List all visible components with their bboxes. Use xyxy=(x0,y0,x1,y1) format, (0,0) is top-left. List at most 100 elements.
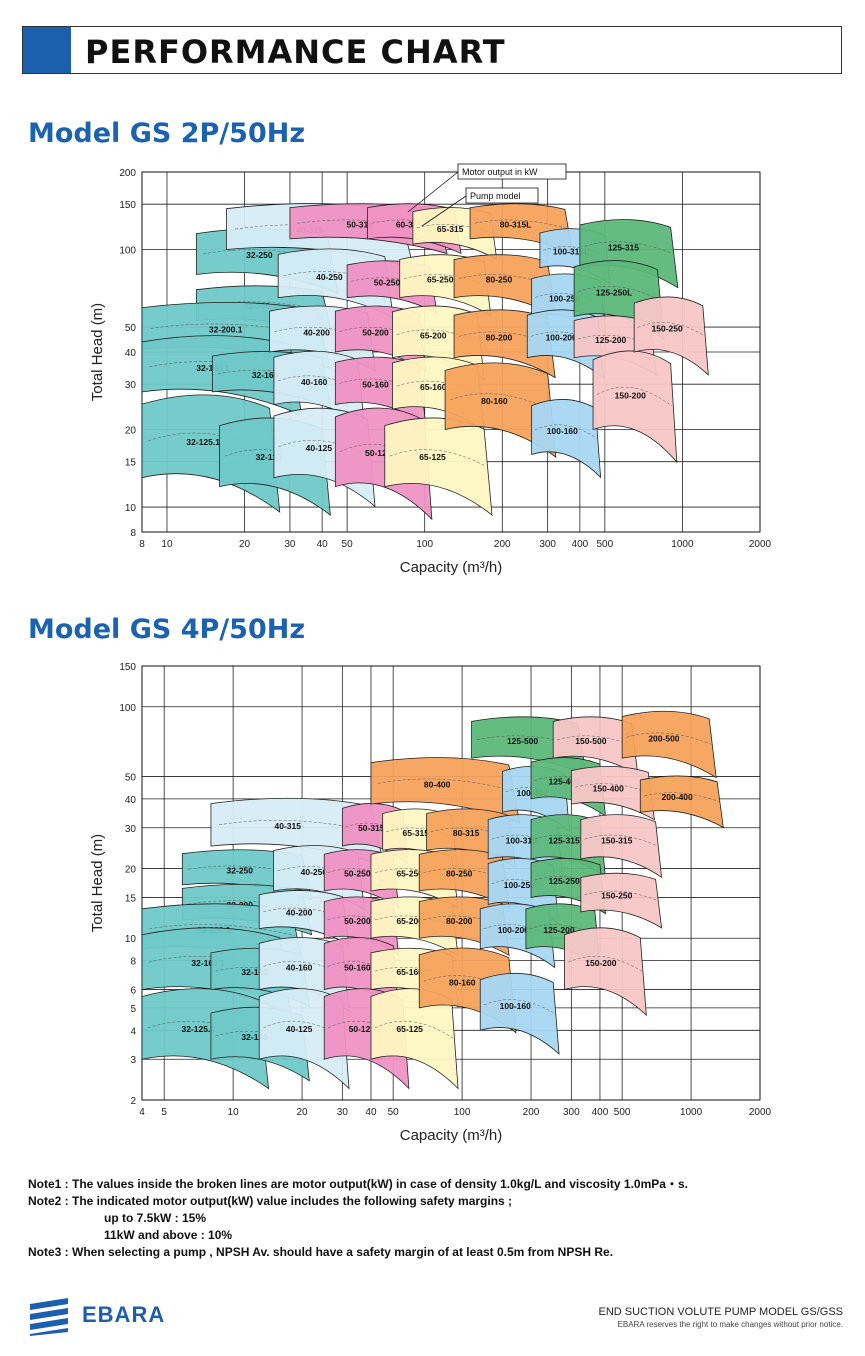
footer: END SUCTION VOLUTE PUMP MODEL GS/GSS EBA… xyxy=(599,1306,844,1329)
motor-output-curve xyxy=(147,1020,262,1039)
y-tick-label: 10 xyxy=(125,503,137,514)
y-tick-label: 30 xyxy=(125,824,137,835)
model-label-65-125: 65-125 xyxy=(419,452,446,462)
x-tick-label: 100 xyxy=(454,1107,471,1118)
y-tick-label: 4 xyxy=(130,1026,136,1037)
model-label-80-315: 80-315 xyxy=(453,828,480,838)
x-tick-label: 50 xyxy=(388,1107,400,1118)
callout-leader xyxy=(407,171,459,213)
model-label-40-200: 40-200 xyxy=(303,328,330,338)
model-label-32-250: 32-250 xyxy=(227,865,254,875)
model-label-50-315: 50-315 xyxy=(358,823,385,833)
region-200-500 xyxy=(621,710,717,779)
model-label-80-400: 80-400 xyxy=(424,779,451,789)
motor-output-curve xyxy=(423,868,505,879)
pump-regions: 32-25032-20032-200.132-160.132-16032-125… xyxy=(142,710,724,1090)
model-label-50-250: 50-250 xyxy=(344,869,371,879)
model-label-80-160: 80-160 xyxy=(481,396,508,406)
x-axis-label: Capacity (m³/h) xyxy=(400,1127,503,1144)
motor-output-curve xyxy=(149,924,295,936)
model-label-80-315L: 80-315L xyxy=(500,219,532,229)
y-tick-label: 50 xyxy=(125,772,137,783)
model-label-40-125: 40-125 xyxy=(306,443,333,453)
y-tick-label: 100 xyxy=(119,703,136,714)
motor-output-curve xyxy=(568,956,642,972)
model-label-50-200: 50-200 xyxy=(362,328,389,338)
model-label-125-250L: 125-250L xyxy=(596,288,632,298)
x-tick-label: 2000 xyxy=(749,1107,772,1118)
model-label-32-250: 32-250 xyxy=(246,250,273,260)
motor-output-curve xyxy=(188,900,305,910)
motor-output-curve xyxy=(389,449,487,467)
motor-output-curve xyxy=(596,386,673,407)
page-title: PERFORMANCE CHART xyxy=(85,33,506,71)
y-tick-label: 5 xyxy=(130,1004,136,1015)
region-150-250 xyxy=(580,872,663,929)
footer-line-1: END SUCTION VOLUTE PUMP MODEL GS/GSS xyxy=(598,1306,844,1318)
model-label-40-250: 40-250 xyxy=(316,272,343,282)
model-label-40-160: 40-160 xyxy=(301,377,328,387)
motor-output-curve xyxy=(283,271,387,284)
motor-output-curve xyxy=(277,866,360,878)
motor-output-curve xyxy=(584,241,673,254)
model-label-100-200: 100-200 xyxy=(498,925,529,935)
model-label-32-125: 32-125 xyxy=(241,1032,268,1042)
note-2-margin-a: up to 7.5kW : 15% xyxy=(104,1211,207,1225)
note-3: Note3 : When selecting a pump , NPSH Av.… xyxy=(28,1245,614,1259)
motor-output-curve xyxy=(578,286,660,301)
region-150-250 xyxy=(633,296,709,376)
model-label-100-160: 100-160 xyxy=(500,1001,531,1011)
x-tick-label: 30 xyxy=(284,539,296,550)
model-label-65-250: 65-250 xyxy=(396,869,423,879)
motor-output-curve xyxy=(263,961,345,975)
y-tick-label: 40 xyxy=(125,795,137,806)
motor-output-curve xyxy=(188,865,305,875)
model-label-100-250: 100-250 xyxy=(549,294,580,304)
x-tick-label: 10 xyxy=(228,1107,240,1118)
motor-output-curve xyxy=(557,735,634,747)
x-tick-label: 1000 xyxy=(680,1107,703,1118)
model-label-65-315: 65-315 xyxy=(437,224,464,234)
model-label-50-160: 50-160 xyxy=(362,379,389,389)
motor-output-curve xyxy=(491,879,555,891)
page-header: PERFORMANCE CHART xyxy=(22,26,842,74)
model-label-80-250: 80-250 xyxy=(486,275,513,285)
callout-label: Motor output in kW xyxy=(462,167,538,177)
chart-gs-2p: 32-25032-20032-200.132-160.132-16032-125… xyxy=(89,163,772,576)
x-tick-label: 1000 xyxy=(671,539,694,550)
model-label-50-160: 50-160 xyxy=(344,962,371,972)
model-label-65-200: 65-200 xyxy=(420,331,447,341)
callout-box xyxy=(457,163,567,180)
model-label-60-315: 60-315 xyxy=(396,219,423,229)
y-axis-label: Total Head (m) xyxy=(89,303,106,401)
model-label-150-250: 150-250 xyxy=(601,891,632,901)
header-accent-block xyxy=(23,27,71,73)
logo-text: EBARA xyxy=(82,1302,165,1327)
model-label-80-160: 80-160 xyxy=(449,977,476,987)
model-label-40-160: 40-160 xyxy=(286,962,313,972)
motor-output-curve xyxy=(374,1020,454,1039)
motor-output-curve xyxy=(423,915,505,927)
model-label-125-500: 125-500 xyxy=(507,736,538,746)
x-tick-label: 40 xyxy=(317,539,329,550)
y-tick-label: 8 xyxy=(130,528,136,539)
motor-output-curve xyxy=(423,975,511,991)
y-tick-label: 8 xyxy=(130,957,136,968)
x-tick-label: 2000 xyxy=(749,539,772,550)
x-axis-label: Capacity (m³/h) xyxy=(400,559,503,576)
x-tick-label: 200 xyxy=(523,1107,540,1118)
model-label-65-250: 65-250 xyxy=(427,275,454,285)
model-label-50-125: 50-125 xyxy=(349,1024,376,1034)
model-label-50-250: 50-250 xyxy=(374,277,401,287)
y-tick-label: 100 xyxy=(119,246,136,257)
motor-output-curve xyxy=(339,378,421,391)
model-label-50-125: 50-125 xyxy=(365,448,392,458)
y-tick-label: 2 xyxy=(130,1096,136,1107)
x-tick-label: 100 xyxy=(416,539,433,550)
callout-box xyxy=(465,187,539,204)
x-tick-label: 20 xyxy=(296,1107,308,1118)
pump-regions: 32-25032-20032-200.132-160.132-16032-125… xyxy=(142,203,709,521)
chart-2-title: Model GS 4P/50Hz xyxy=(28,614,306,645)
motor-output-curve xyxy=(416,224,493,234)
model-label-150-500: 150-500 xyxy=(575,736,606,746)
